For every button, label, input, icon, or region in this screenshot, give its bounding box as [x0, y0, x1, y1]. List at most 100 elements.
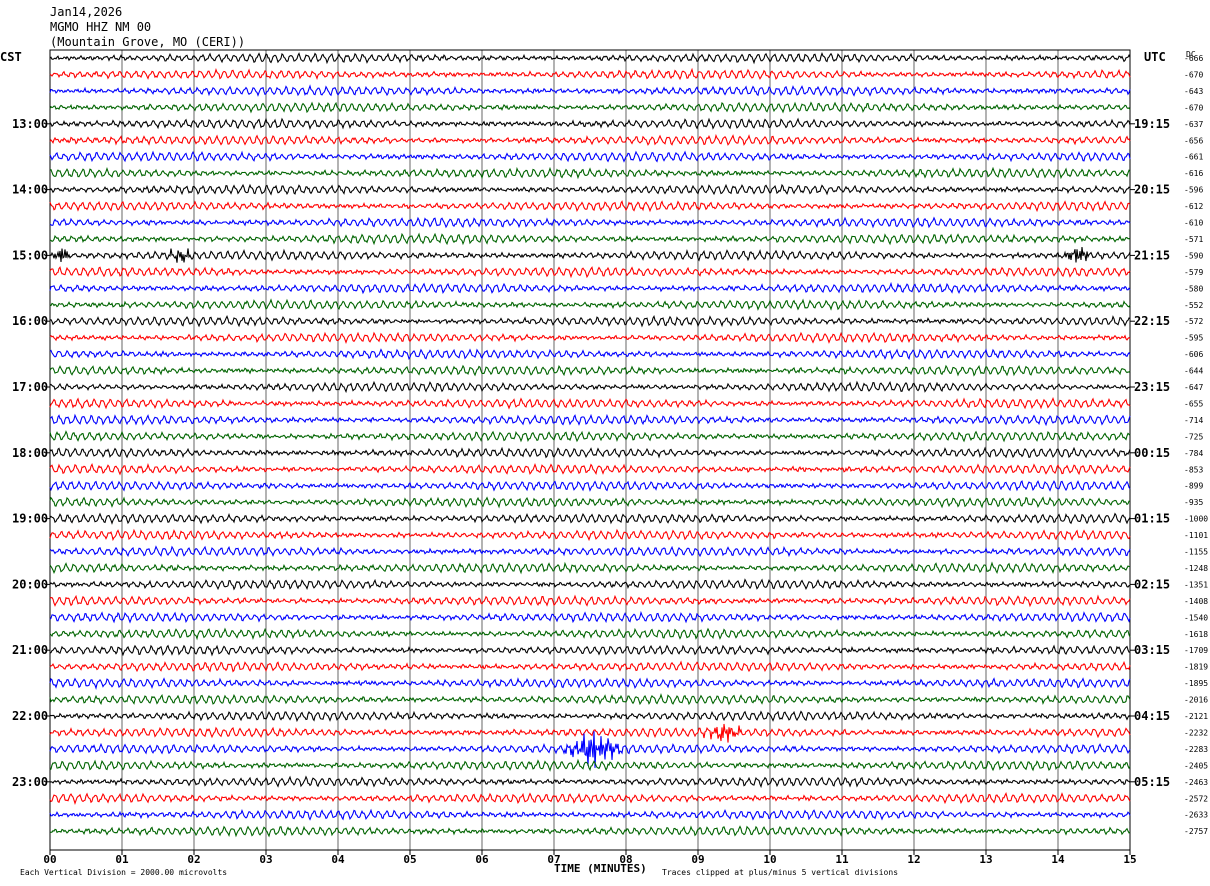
dc-offset-label: -655 [1184, 399, 1203, 408]
trace-line [49, 246, 1131, 263]
dc-offset-label: -571 [1184, 235, 1203, 244]
x-tick-label: 02 [187, 853, 200, 866]
dc-offset-label: -2232 [1184, 728, 1208, 737]
dc-header-label: DC [1186, 50, 1196, 59]
dc-offset-label: -1709 [1184, 646, 1208, 655]
dc-offset-label: -606 [1184, 350, 1203, 359]
trace-line [49, 331, 1131, 345]
dc-offset-label: -899 [1184, 482, 1203, 491]
trace-line [49, 150, 1131, 163]
trace-line [49, 644, 1131, 657]
dc-offset-label: -590 [1184, 251, 1203, 260]
dc-offset-label: -2121 [1184, 712, 1208, 721]
trace-line [49, 281, 1131, 295]
trace-line [49, 825, 1131, 838]
dc-offset-label: -2757 [1184, 827, 1208, 836]
x-tick-label: 03 [259, 853, 272, 866]
dc-offset-label: -1618 [1184, 630, 1208, 639]
trace-line [49, 133, 1131, 146]
x-tick-label: 14 [1051, 853, 1065, 866]
x-tick-label: 15 [1123, 853, 1136, 866]
trace-line [49, 660, 1131, 673]
left-hour-label: 16:00 [12, 314, 48, 328]
dc-offset-label: -853 [1184, 465, 1203, 474]
dc-offset-label: -1351 [1184, 580, 1208, 589]
x-tick-label: 09 [691, 853, 704, 866]
dc-offset-label: -670 [1184, 70, 1203, 79]
trace-line [49, 216, 1131, 229]
trace-line [49, 200, 1131, 213]
dc-offset-label: -579 [1184, 268, 1203, 277]
trace-line [49, 693, 1131, 706]
right-hour-label: 04:15 [1134, 709, 1170, 723]
trace-line [49, 183, 1131, 196]
right-hour-label: 02:15 [1134, 577, 1170, 591]
trace-line [49, 84, 1131, 97]
trace-line [49, 67, 1131, 81]
trace-line [49, 480, 1131, 492]
x-axis-label: TIME (MINUTES) [554, 862, 647, 875]
right-hour-label: 00:15 [1134, 446, 1170, 460]
trace-line [49, 232, 1131, 246]
dc-offset-label: -612 [1184, 202, 1203, 211]
left-hour-label: 23:00 [12, 775, 48, 789]
dc-offset-label: -666 [1184, 54, 1203, 63]
dc-offset-label: -610 [1184, 219, 1203, 228]
dc-offset-label: -1101 [1184, 531, 1208, 540]
x-tick-label: 00 [43, 853, 56, 866]
left-hour-label: 14:00 [12, 183, 48, 197]
date-label: Jan14,2026 [50, 5, 123, 19]
trace-line [49, 578, 1131, 591]
x-tick-label: 05 [403, 853, 416, 866]
dc-offset-label: -647 [1184, 383, 1203, 392]
left-hour-label: 17:00 [12, 380, 48, 394]
clip-note: Traces clipped at plus/minus 5 vertical … [662, 868, 899, 877]
trace-line [49, 266, 1131, 279]
dc-offset-label: -644 [1184, 367, 1203, 376]
trace-line [49, 512, 1131, 525]
trace-line [49, 298, 1131, 311]
dc-offset-label: -1000 [1184, 515, 1208, 524]
trace-line [49, 677, 1131, 690]
trace-line [49, 496, 1131, 509]
x-tick-label: 07 [547, 853, 560, 866]
dc-offset-label: -1819 [1184, 663, 1208, 672]
dc-offset-label: -2463 [1184, 778, 1208, 787]
left-hour-label: 15:00 [12, 248, 48, 262]
trace-line [49, 101, 1131, 114]
trace-line [49, 430, 1131, 443]
left-timezone-label: CST [0, 50, 22, 64]
dc-offset-label: -596 [1184, 186, 1203, 195]
left-hour-label: 13:00 [12, 117, 48, 131]
trace-line [49, 792, 1131, 806]
dc-offset-label: -616 [1184, 169, 1203, 178]
trace-line [49, 51, 1131, 65]
trace-line [49, 348, 1131, 360]
dc-offset-label: -552 [1184, 301, 1203, 310]
trace-line [49, 446, 1131, 459]
x-tick-label: 06 [475, 853, 489, 866]
dc-offset-label: -784 [1184, 449, 1203, 458]
right-hour-label: 05:15 [1134, 775, 1170, 789]
x-tick-label: 13 [979, 853, 992, 866]
location-label: (Mountain Grove, MO (CERI)) [50, 35, 246, 49]
dc-offset-label: -1155 [1184, 548, 1208, 557]
left-hour-label: 18:00 [12, 446, 48, 460]
trace-line [49, 723, 1131, 743]
x-tick-label: 11 [835, 853, 849, 866]
trace-line [49, 627, 1131, 641]
trace-line [49, 413, 1131, 427]
dc-offset-label: -637 [1184, 120, 1203, 129]
x-tick-label: 10 [763, 853, 776, 866]
trace-line [49, 380, 1131, 394]
trace-line [49, 117, 1131, 130]
dc-offset-label: -935 [1184, 498, 1203, 507]
right-hour-label: 01:15 [1134, 512, 1170, 526]
trace-line [49, 610, 1131, 624]
dc-offset-label: -2633 [1184, 811, 1208, 820]
dc-offset-label: -2283 [1184, 745, 1208, 754]
dc-offset-label: -670 [1184, 103, 1203, 112]
trace-line [49, 710, 1131, 723]
trace-line [49, 314, 1131, 328]
